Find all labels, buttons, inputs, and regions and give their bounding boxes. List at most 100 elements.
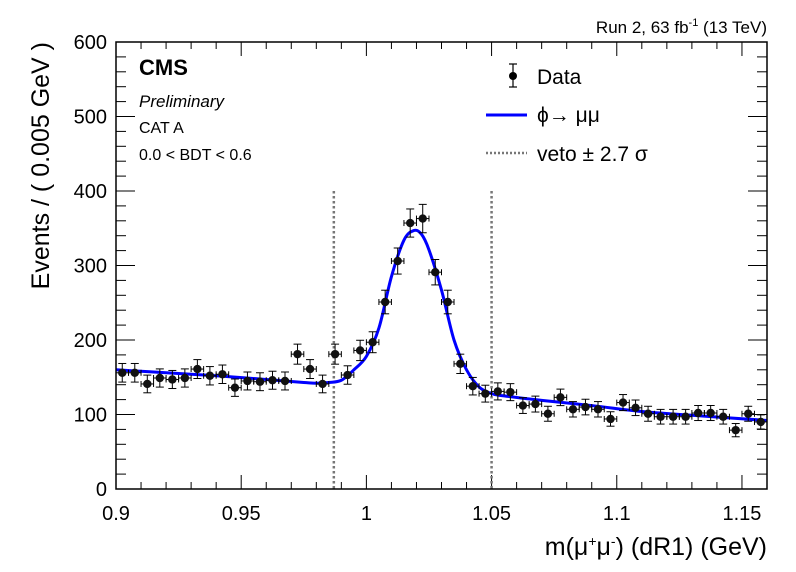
data-point bbox=[365, 331, 380, 354]
data-marker bbox=[243, 376, 252, 386]
data-point bbox=[616, 394, 630, 412]
data-marker bbox=[744, 409, 753, 418]
data-point bbox=[678, 408, 693, 425]
data-point bbox=[528, 395, 543, 413]
data-point bbox=[478, 384, 493, 403]
data-marker bbox=[168, 375, 177, 384]
data-point bbox=[541, 405, 555, 422]
data-marker bbox=[581, 402, 590, 412]
data-marker bbox=[618, 398, 628, 407]
data-point bbox=[353, 339, 367, 362]
data-point bbox=[415, 203, 430, 234]
header-lumi: Run 2, 63 fb-1 (13 TeV) bbox=[596, 17, 767, 37]
data-marker bbox=[180, 373, 190, 383]
x-tick-label: 0.9 bbox=[102, 503, 130, 525]
data-point bbox=[453, 353, 468, 374]
data-marker bbox=[305, 364, 315, 374]
data-marker bbox=[418, 214, 427, 223]
data-marker bbox=[731, 425, 740, 435]
data-marker bbox=[443, 297, 452, 307]
data-point bbox=[441, 289, 455, 315]
data-point bbox=[428, 258, 442, 286]
data-marker bbox=[330, 349, 340, 359]
y-tick-label: 300 bbox=[74, 256, 107, 278]
data-point bbox=[228, 378, 242, 397]
data-point bbox=[716, 408, 730, 425]
data-marker bbox=[268, 376, 277, 385]
data-marker bbox=[230, 383, 240, 392]
y-tick-label: 500 bbox=[74, 107, 107, 129]
data-point bbox=[628, 399, 643, 417]
data-marker bbox=[205, 371, 215, 380]
data-points bbox=[115, 203, 768, 438]
data-marker bbox=[568, 405, 578, 414]
data-marker bbox=[355, 346, 365, 355]
data-point bbox=[578, 398, 593, 416]
data-marker bbox=[393, 256, 402, 266]
data-marker bbox=[756, 417, 765, 427]
data-marker bbox=[255, 377, 265, 386]
data-marker bbox=[518, 401, 528, 410]
cms-label: CMS bbox=[139, 55, 188, 80]
data-marker bbox=[218, 370, 227, 379]
fit-curve bbox=[115, 228, 768, 422]
legend-marker-data bbox=[509, 63, 517, 88]
data-marker bbox=[143, 379, 152, 389]
data-point bbox=[240, 371, 255, 391]
data-marker bbox=[280, 376, 290, 386]
data-marker bbox=[318, 379, 327, 389]
data-marker bbox=[293, 349, 302, 359]
data-point bbox=[753, 414, 768, 430]
data-marker bbox=[431, 268, 440, 277]
preliminary-label: Preliminary bbox=[139, 92, 226, 111]
data-point bbox=[728, 423, 743, 438]
plot-frame bbox=[115, 41, 768, 490]
data-point bbox=[140, 374, 155, 394]
legend: Data ϕ→ μμ veto ± 2.7 σ bbox=[486, 63, 648, 166]
data-marker bbox=[468, 381, 477, 391]
legend-label-data: Data bbox=[537, 66, 582, 89]
data-point bbox=[516, 397, 530, 414]
data-point bbox=[165, 369, 180, 390]
data-marker bbox=[343, 370, 352, 380]
data-marker bbox=[656, 412, 665, 421]
data-point bbox=[503, 383, 518, 402]
data-point bbox=[178, 368, 192, 388]
data-point bbox=[666, 408, 680, 425]
data-marker bbox=[693, 408, 703, 418]
data-point bbox=[315, 374, 330, 394]
x-tick-label: 1 bbox=[361, 503, 372, 525]
data-point bbox=[703, 404, 718, 422]
data-point bbox=[278, 371, 292, 391]
data-point bbox=[340, 365, 355, 385]
y-tick-label: 600 bbox=[74, 32, 107, 54]
data-marker bbox=[606, 414, 615, 424]
axis-tick-labels: 0.9 0.95 1 1.05 1.1 1.15 0 100 200 300 400 500 600 bbox=[74, 32, 762, 525]
data-point bbox=[603, 411, 618, 427]
x-tick-label: 1.05 bbox=[472, 503, 511, 525]
data-point bbox=[190, 359, 205, 380]
data-marker bbox=[406, 218, 415, 228]
data-marker bbox=[643, 409, 653, 418]
data-point bbox=[328, 343, 342, 365]
legend-label-veto: veto ± 2.7 σ bbox=[537, 143, 648, 166]
data-point bbox=[553, 388, 568, 407]
data-marker bbox=[531, 399, 540, 409]
data-marker bbox=[368, 338, 377, 347]
data-point bbox=[466, 376, 480, 396]
data-point bbox=[115, 362, 130, 383]
data-marker bbox=[118, 368, 127, 377]
data-point bbox=[741, 405, 755, 422]
y-tick-label: 400 bbox=[74, 181, 107, 203]
data-marker bbox=[193, 364, 202, 374]
data-marker bbox=[481, 389, 490, 398]
selection-label: 0.0 < BDT < 0.6 bbox=[139, 147, 252, 164]
y-tick-label: 100 bbox=[74, 405, 107, 427]
data-point bbox=[215, 364, 230, 385]
data-marker bbox=[681, 412, 690, 421]
data-marker bbox=[380, 297, 390, 307]
data-point bbox=[641, 405, 655, 422]
data-point bbox=[491, 382, 505, 401]
x-axis-title: m(μ+μ-) (dR1) (GeV) bbox=[545, 533, 767, 561]
